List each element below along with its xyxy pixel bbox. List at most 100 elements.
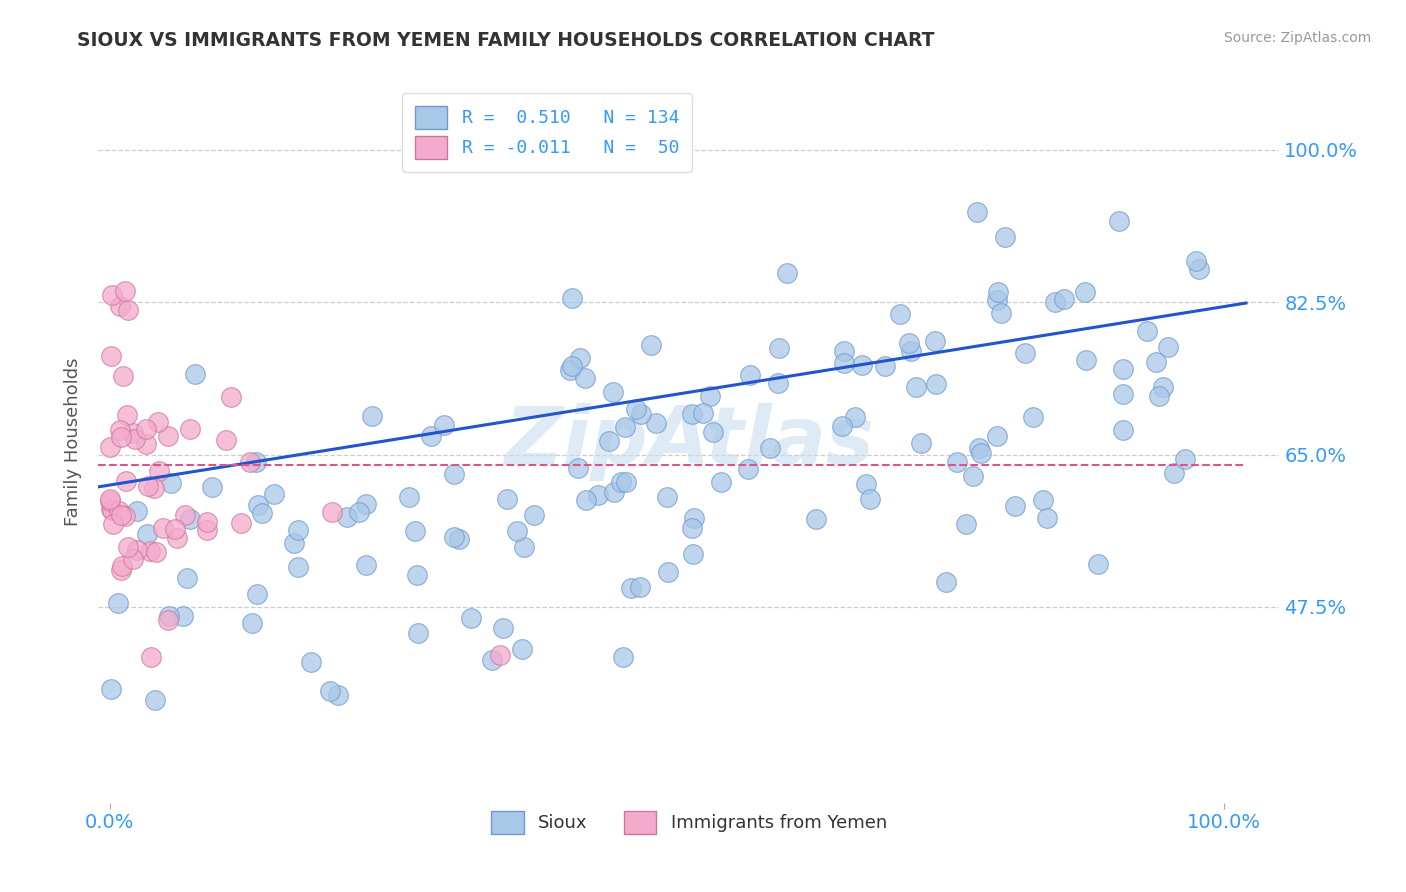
Point bbox=[1147, 389, 1170, 403]
Point bbox=[231, 516, 253, 531]
Point bbox=[135, 437, 157, 451]
Point bbox=[433, 417, 456, 432]
Point bbox=[336, 509, 359, 524]
Point bbox=[925, 376, 948, 391]
Point bbox=[1111, 386, 1133, 401]
Point bbox=[970, 446, 993, 460]
Point bbox=[356, 498, 378, 512]
Point bbox=[628, 580, 651, 594]
Point bbox=[1074, 285, 1097, 299]
Point bbox=[136, 526, 159, 541]
Point bbox=[1087, 558, 1109, 572]
Point bbox=[558, 363, 581, 377]
Point bbox=[986, 285, 1008, 299]
Point bbox=[832, 344, 855, 359]
Point bbox=[859, 492, 882, 507]
Point bbox=[1174, 452, 1197, 467]
Point bbox=[614, 420, 637, 434]
Point bbox=[1014, 345, 1036, 359]
Point bbox=[219, 390, 242, 404]
Point bbox=[122, 426, 145, 441]
Point bbox=[246, 498, 269, 512]
Point bbox=[768, 341, 790, 355]
Point bbox=[318, 684, 340, 698]
Point bbox=[183, 367, 205, 381]
Point bbox=[122, 552, 145, 566]
Point bbox=[110, 430, 132, 444]
Point bbox=[250, 506, 273, 520]
Y-axis label: Family Households: Family Households bbox=[65, 358, 83, 525]
Point bbox=[108, 299, 131, 313]
Point bbox=[832, 356, 855, 370]
Point bbox=[681, 521, 703, 535]
Point bbox=[598, 434, 620, 448]
Point bbox=[117, 303, 139, 318]
Text: ZipAtlas: ZipAtlas bbox=[503, 402, 875, 481]
Point bbox=[776, 267, 799, 281]
Point bbox=[163, 522, 186, 536]
Point bbox=[127, 543, 149, 558]
Point bbox=[851, 358, 873, 372]
Point bbox=[699, 389, 721, 403]
Point bbox=[101, 288, 124, 302]
Point bbox=[610, 475, 633, 490]
Point bbox=[127, 503, 149, 517]
Point bbox=[831, 419, 853, 434]
Point bbox=[710, 475, 733, 489]
Point bbox=[110, 563, 132, 577]
Point bbox=[98, 440, 121, 454]
Point bbox=[404, 524, 426, 538]
Point bbox=[645, 417, 668, 431]
Point bbox=[967, 441, 990, 455]
Point bbox=[110, 508, 132, 522]
Point bbox=[657, 566, 679, 580]
Point bbox=[143, 692, 166, 706]
Point bbox=[166, 531, 188, 545]
Point bbox=[702, 425, 724, 440]
Point bbox=[172, 609, 194, 624]
Point bbox=[1021, 409, 1043, 424]
Point bbox=[135, 422, 157, 436]
Point bbox=[263, 487, 285, 501]
Point bbox=[612, 649, 634, 664]
Point bbox=[100, 502, 122, 516]
Point bbox=[398, 491, 420, 505]
Point bbox=[966, 204, 988, 219]
Point bbox=[443, 467, 465, 481]
Point bbox=[179, 422, 201, 436]
Point bbox=[1004, 499, 1026, 513]
Point bbox=[682, 510, 704, 524]
Point bbox=[492, 621, 515, 635]
Point bbox=[246, 587, 269, 601]
Point bbox=[112, 368, 135, 383]
Point bbox=[98, 494, 121, 508]
Point bbox=[100, 349, 122, 363]
Point bbox=[101, 517, 124, 532]
Point bbox=[889, 307, 911, 321]
Point bbox=[1032, 492, 1054, 507]
Point bbox=[586, 488, 609, 502]
Point bbox=[897, 335, 920, 350]
Point bbox=[321, 505, 343, 519]
Point bbox=[98, 492, 121, 507]
Point bbox=[766, 376, 789, 390]
Point bbox=[443, 530, 465, 544]
Point bbox=[101, 502, 124, 516]
Point bbox=[655, 490, 678, 504]
Point bbox=[287, 523, 309, 537]
Point bbox=[406, 626, 429, 640]
Point bbox=[239, 455, 262, 469]
Point bbox=[136, 479, 159, 493]
Point bbox=[962, 469, 984, 483]
Point bbox=[152, 521, 174, 535]
Point bbox=[574, 371, 596, 385]
Point bbox=[1053, 293, 1076, 307]
Point bbox=[1152, 380, 1174, 394]
Point bbox=[460, 611, 482, 625]
Point bbox=[986, 293, 1008, 308]
Point bbox=[603, 484, 626, 499]
Point bbox=[201, 480, 224, 494]
Point bbox=[935, 575, 957, 590]
Point bbox=[640, 338, 662, 352]
Point bbox=[245, 455, 267, 469]
